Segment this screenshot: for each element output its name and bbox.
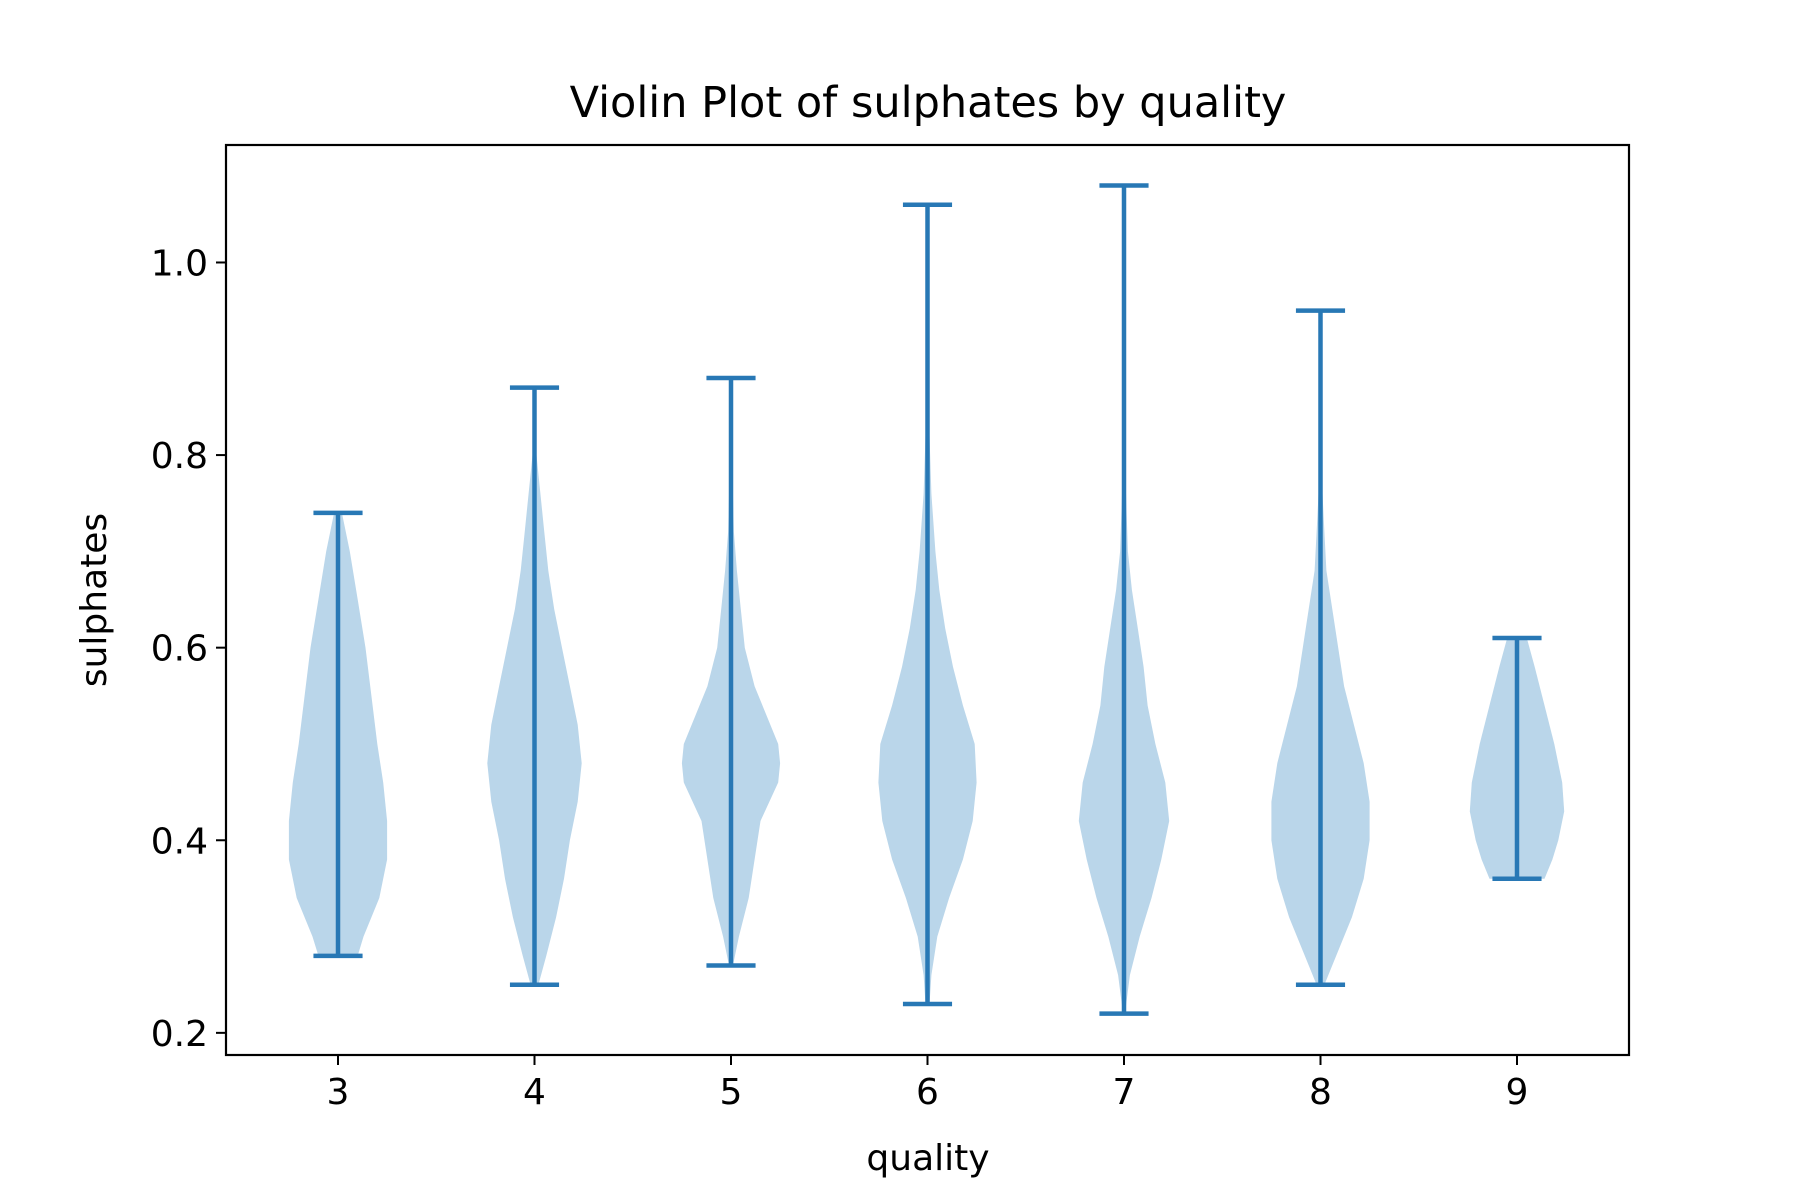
y-tick-label-1.0: 1.0: [151, 243, 208, 284]
violin-6: [878, 202, 977, 1007]
x-tick-label-3: 3: [327, 1072, 350, 1113]
y-tick-label-0.8: 0.8: [151, 436, 208, 477]
plot-frame: [224, 143, 1631, 1057]
x-axis-ticks: 3 4 5 6 7 8 9: [327, 1055, 1529, 1113]
y-tick-label-0.6: 0.6: [151, 629, 208, 670]
x-axis-label: quality: [866, 1138, 989, 1179]
violins-layer: [288, 183, 1565, 1016]
chart-title: Violin Plot of sulphates by quality: [570, 78, 1287, 128]
violin-3: [288, 510, 388, 959]
x-tick-label-6: 6: [916, 1072, 939, 1113]
x-tick-label-7: 7: [1113, 1072, 1136, 1113]
y-axis-ticks: 0.2 0.4 0.6 0.8 1.0: [151, 243, 226, 1055]
x-tick-label-9: 9: [1506, 1072, 1529, 1113]
violin-5: [681, 375, 781, 968]
violin-9: [1469, 635, 1565, 882]
x-tick-label-8: 8: [1309, 1072, 1332, 1113]
y-tick-label-0.4: 0.4: [151, 821, 208, 862]
y-tick-label-0.2: 0.2: [151, 1014, 208, 1055]
x-tick-label-4: 4: [523, 1072, 546, 1113]
violin-4: [487, 385, 582, 987]
violin-7: [1078, 183, 1170, 1016]
y-axis-label: sulphates: [74, 513, 115, 687]
violin-8: [1271, 308, 1370, 987]
x-tick-label-5: 5: [720, 1072, 743, 1113]
